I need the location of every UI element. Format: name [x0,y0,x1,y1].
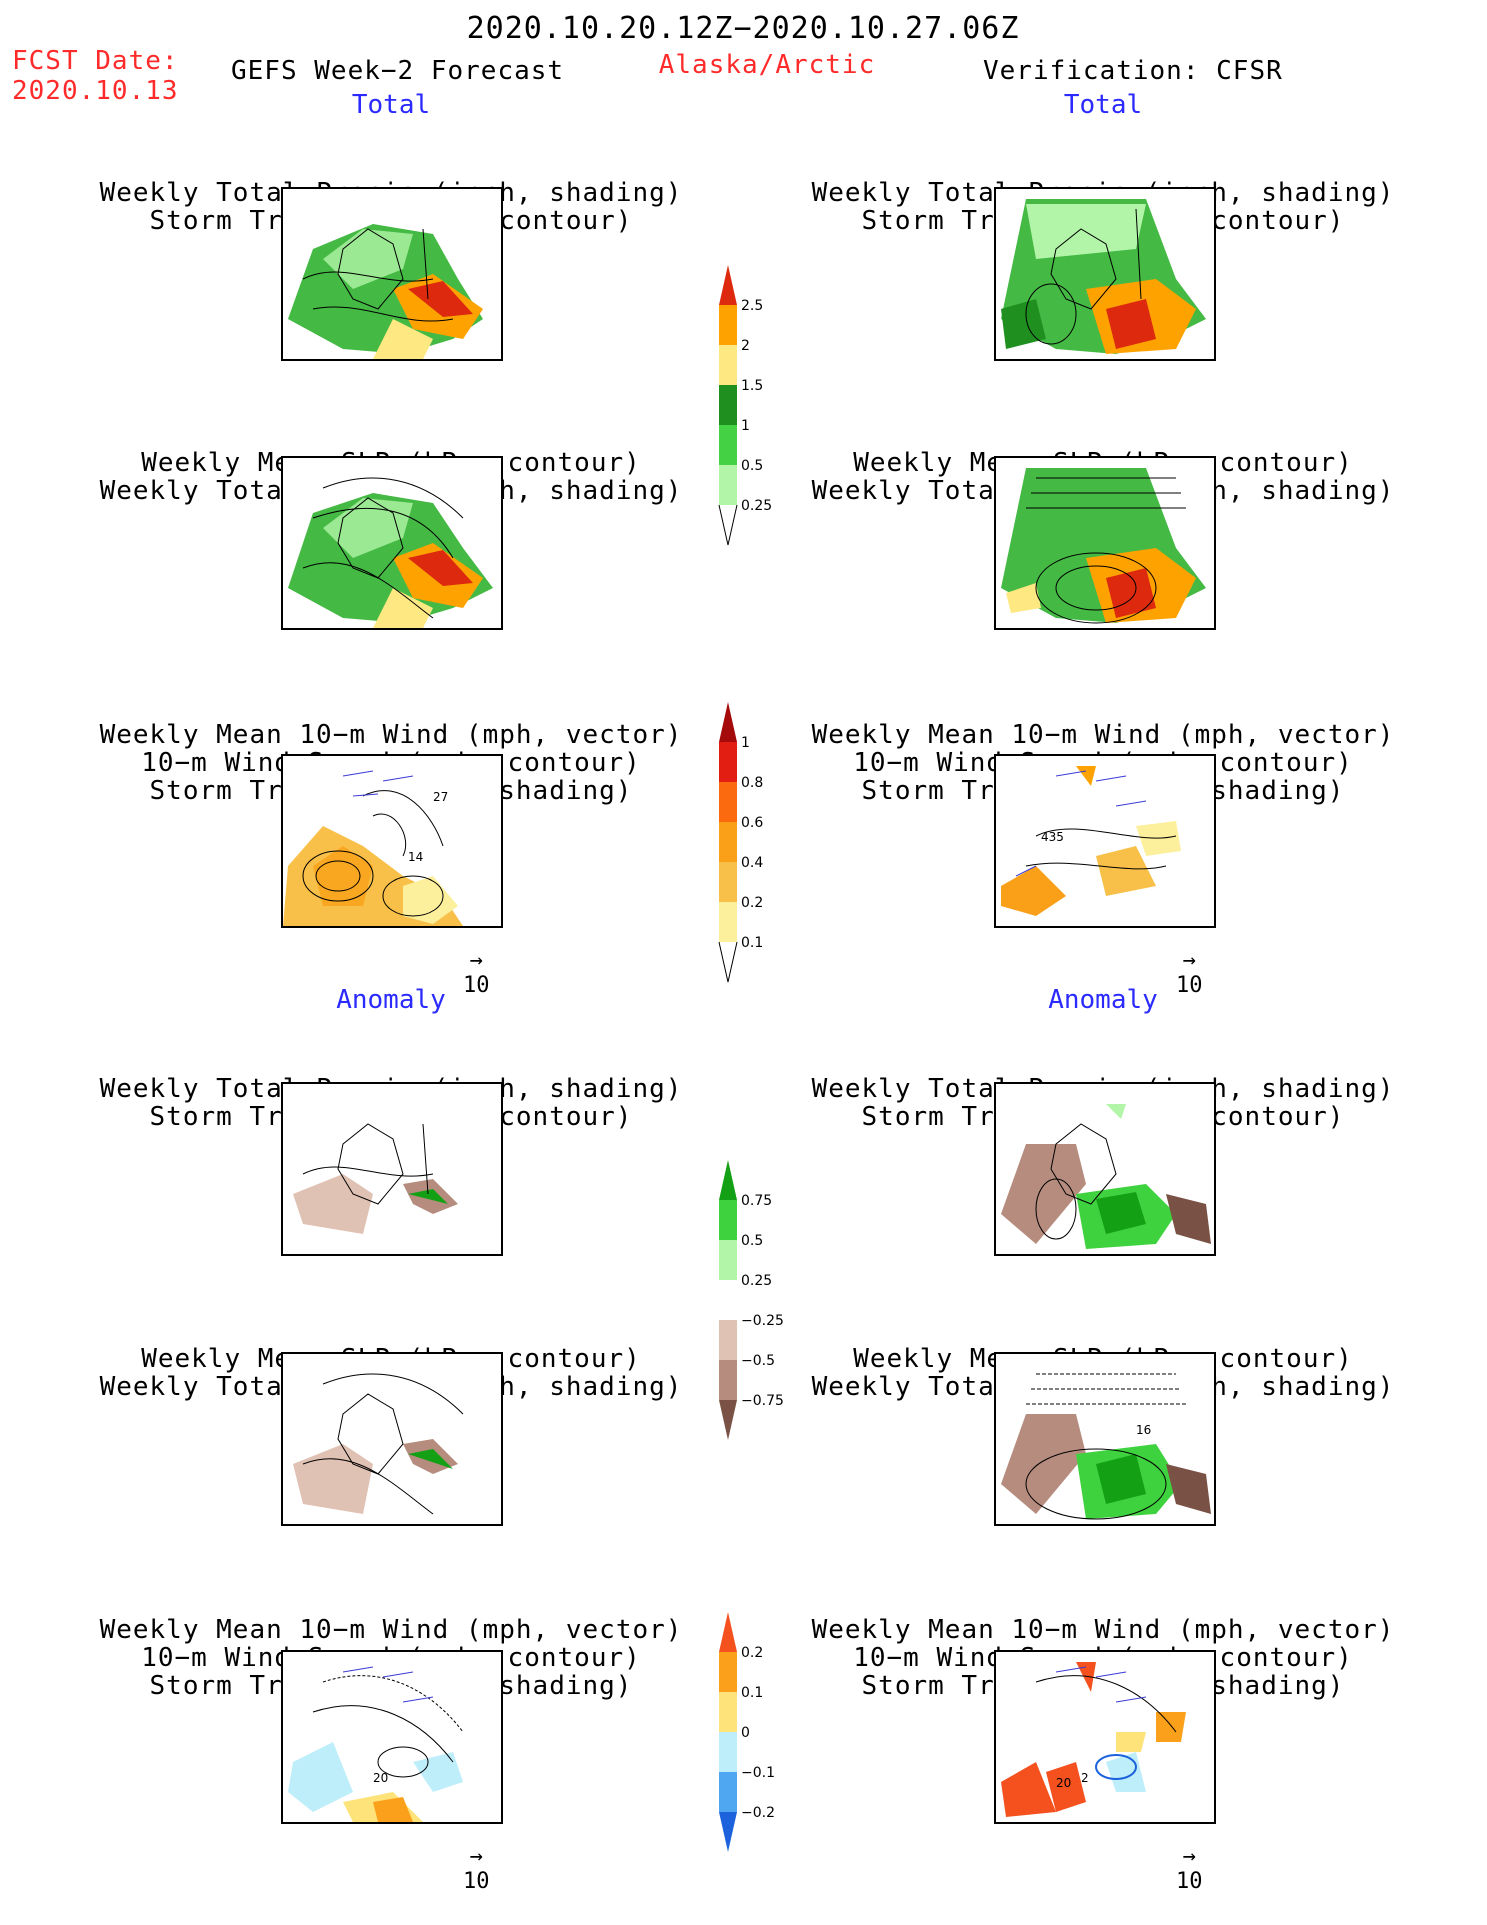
map-fcst-anom-precip [281,1082,503,1256]
cbar-tick: 0 [741,1725,750,1741]
cbar-tick: 2.5 [741,298,763,314]
wind-ref-arrow-fcst-anom: → 10 [463,1844,490,1894]
cbar-tick: 0.2 [741,1645,763,1661]
wind-ref-arrow-cfsr-anom: → 10 [1176,1844,1203,1894]
left-product-title: GEFS Week−2 Forecast [231,56,565,86]
cbar-tick: 1.5 [741,378,763,394]
cbar-tick: 0.5 [741,1233,763,1249]
cbar-tick: −0.1 [741,1765,775,1781]
contour-label: 435 [1041,830,1064,844]
contour-label: 27 [433,790,448,804]
cbar-tick: 0.1 [741,1685,763,1701]
contour-label: 20 [373,1771,388,1785]
cbar-tick: 0.6 [741,815,763,831]
colorbar-precip-anom: 0.75 0.5 0.25 −0.25 −0.5 −0.75 [719,1160,799,1460]
cbar-tick: −0.5 [741,1353,775,1369]
region-title: Alaska/Arctic [658,50,876,80]
right-product-title: Verification: CFSR [983,56,1283,86]
map-fcst-anom-wind: 20 [281,1650,503,1824]
cbar-tick: 0.2 [741,895,763,911]
fcst-date-value: 2020.10.13 [12,76,179,106]
cbar-tick: 0.4 [741,855,763,871]
colorbar-precip-total: 2.5 2 1.5 1 0.5 0.25 [718,265,799,555]
map-fcst-anom-slp [281,1352,503,1526]
map-cfsr-total-wind: 435 [994,754,1216,928]
cbar-tick: 1 [741,735,750,751]
cbar-tick: 2 [741,338,750,354]
cbar-tick: 0.25 [741,498,772,514]
cbar-tick: 0.8 [741,775,763,791]
contour-label: 20 [1056,1776,1071,1790]
cbar-tick: −0.25 [741,1313,784,1329]
fcst-date-label: FCST Date: [12,46,179,76]
wind-ref-arrow-cfsr-total: → 10 [1176,948,1203,998]
map-fcst-total-precip [281,187,503,361]
cbar-tick: −0.75 [741,1393,784,1409]
date-range-title: 2020.10.20.12Z−2020.10.27.06Z [466,11,1020,46]
cbar-tick: −0.2 [741,1805,775,1821]
cbar-tick: 0.5 [741,458,763,474]
section-anomaly-left: Anomaly [336,985,446,1015]
colorbar-track-anom: 0.2 0.1 0 −0.1 −0.2 [719,1612,799,1862]
map-cfsr-anom-precip [994,1082,1216,1256]
cbar-tick: 1 [741,418,750,434]
map-cfsr-total-precip [994,187,1216,361]
contour-label: 2 [1081,1771,1089,1785]
map-cfsr-anom-slp: 16 [994,1352,1216,1526]
contour-label: 14 [408,850,423,864]
map-fcst-total-wind: 27 14 [281,754,503,928]
cbar-tick: 0.75 [741,1193,772,1209]
wind-ref-arrow-fcst-total: → 10 [463,948,490,998]
section-total-left: Total [351,90,431,120]
contour-label: 16 [1136,1423,1151,1437]
cbar-tick: 0.25 [741,1273,772,1289]
cbar-tick: 0.1 [741,935,763,951]
map-cfsr-total-slp [994,456,1216,630]
section-anomaly-right: Anomaly [1048,985,1158,1015]
map-cfsr-anom-wind: 20 2 [994,1650,1216,1824]
colorbar-track-total: 1 0.8 0.6 0.4 0.2 0.1 [718,702,799,992]
section-total-right: Total [1063,90,1143,120]
map-fcst-total-slp [281,456,503,630]
